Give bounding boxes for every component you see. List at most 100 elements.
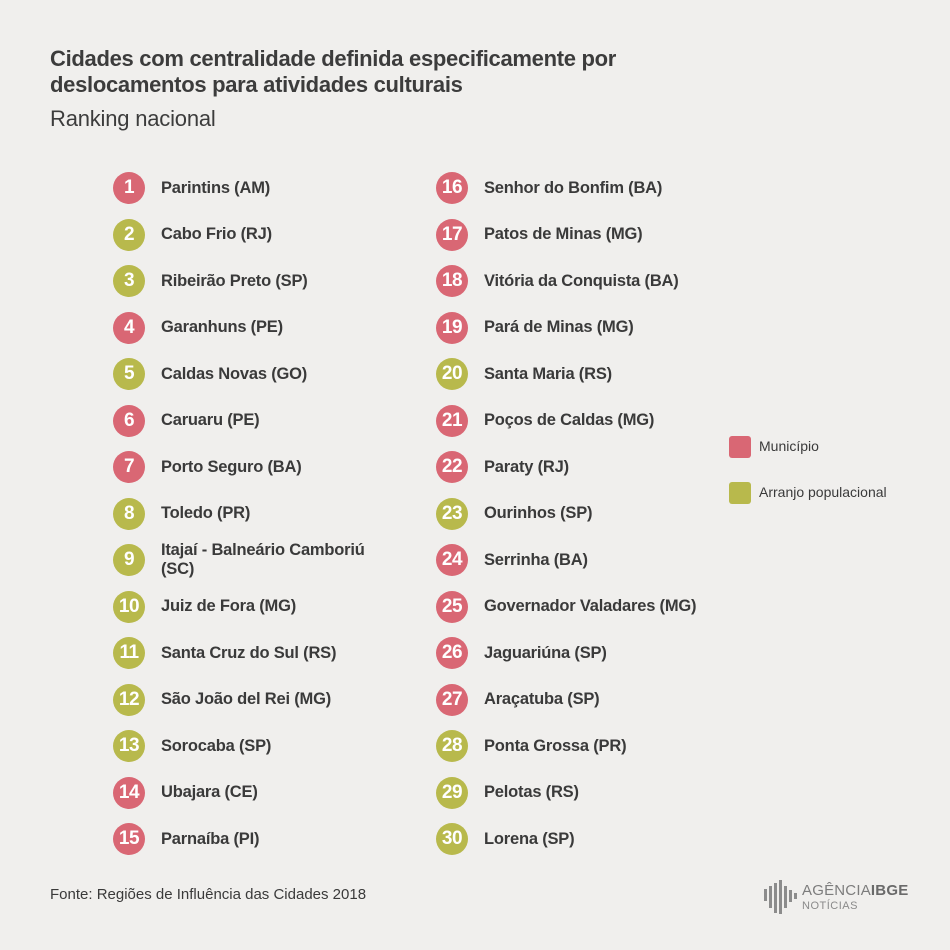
ranking-row: 29 Pelotas (RS)	[436, 776, 736, 824]
chart-subtitle: Ranking nacional	[50, 106, 216, 131]
rank-badge: 4	[113, 311, 145, 344]
rank-badge: 15	[113, 823, 145, 855]
city-label: Senhor do Bonfim (BA)	[484, 178, 663, 197]
rank-badge: 5	[113, 358, 145, 390]
ranking-row: 3 Ribeirão Preto (SP)	[113, 265, 413, 312]
rank-badge: 19	[436, 311, 468, 344]
legend-swatch-municipio	[729, 436, 751, 458]
city-label: Juiz de Fora (MG)	[161, 597, 297, 615]
city-label: Sorocaba (SP)	[161, 736, 272, 755]
ranking-row: 28 Ponta Grossa (PR)	[436, 730, 736, 777]
city-label: Parnaíba (PI)	[161, 829, 260, 848]
rank-badge: 9	[113, 544, 145, 576]
city-label: São João del Rei (MG)	[161, 690, 331, 708]
ranking-row: 26 Jaguariúna (SP)	[436, 637, 736, 684]
city-label: Governador Valadares (MG)	[484, 597, 697, 615]
ranking-column-right: 16 Senhor do Bonfim (BA) 17 Patos de Minas …	[436, 172, 736, 870]
rank-badge: 21	[436, 404, 468, 437]
legend-label-municipio: Município	[759, 438, 819, 454]
city-label: Parintins (AM)	[161, 178, 271, 197]
city-label: Paraty (RJ)	[484, 457, 569, 476]
legend-swatch-arranjo	[729, 482, 751, 504]
agencia-ibge-logo: AGÊNCIAIBGE NOTÍCIAS	[764, 880, 908, 916]
ranking-row: 20 Santa Maria (RS)	[436, 358, 736, 405]
ranking-row: 12 São João del Rei (MG)	[113, 683, 413, 731]
ranking-row: 17 Patos de Minas (MG)	[436, 218, 736, 266]
city-label: Pará de Minas (MG)	[484, 318, 634, 336]
legend-item-municipio: Município	[729, 436, 929, 482]
ranking-row: 15 Parnaíba (PI)	[113, 823, 413, 870]
rank-badge: 1	[113, 172, 145, 204]
logo-subtitle: NOTÍCIAS	[802, 900, 858, 912]
city-label: Cabo Frio (RJ)	[161, 225, 272, 243]
legend-label-arranjo: Arranjo populacional	[759, 484, 887, 500]
city-label: Ponta Grossa (PR)	[484, 736, 627, 755]
city-label: Caldas Novas (GO)	[161, 364, 308, 383]
ranking-row: 24 Serrinha (BA)	[436, 544, 736, 591]
ranking-column-left: 1 Parintins (AM) 2 Cabo Frio (RJ) 3 Ribeirão …	[113, 172, 413, 870]
rank-badge: 14	[113, 776, 145, 809]
rank-badge: 22	[436, 451, 468, 483]
rank-badge: 18	[436, 265, 468, 297]
rank-badge: 20	[436, 358, 468, 390]
ranking-row: 7 Porto Seguro (BA)	[113, 451, 413, 498]
city-label: Poços de Caldas (MG)	[484, 411, 655, 429]
rank-badge: 25	[436, 590, 468, 623]
city-label: Ribeirão Preto (SP)	[161, 271, 308, 290]
ranking-row: 13 Sorocaba (SP)	[113, 730, 413, 777]
legend-item-arranjo: Arranjo populacional	[729, 482, 929, 528]
ranking-row: 6 Caruaru (PE)	[113, 404, 413, 452]
source-note: Fonte: Regiões de Influência das Cidades…	[50, 886, 367, 903]
rank-badge: 26	[436, 637, 468, 669]
rank-badge: 7	[113, 451, 145, 483]
ranking-row: 27 Araçatuba (SP)	[436, 683, 736, 731]
city-label: Ubajara (CE)	[161, 783, 258, 801]
rank-badge: 8	[113, 497, 145, 530]
ranking-row: 30 Lorena (SP)	[436, 823, 736, 870]
rank-badge: 6	[113, 404, 145, 437]
rank-badge: 27	[436, 683, 468, 716]
ranking-row: 22 Paraty (RJ)	[436, 451, 736, 498]
city-label: Serrinha (BA)	[484, 550, 588, 569]
city-label: Santa Cruz do Sul (RS)	[161, 643, 337, 662]
city-label: Lorena (SP)	[484, 829, 575, 848]
ibge-bars-icon	[764, 880, 797, 914]
rank-badge: 28	[436, 730, 468, 762]
city-label: Caruaru (PE)	[161, 411, 260, 429]
rank-badge: 11	[113, 637, 145, 669]
city-label: Itajaí - Balneário Camboriú (SC)	[161, 541, 365, 578]
rank-badge: 16	[436, 172, 468, 204]
ranking-row: 5 Caldas Novas (GO)	[113, 358, 413, 405]
ranking-row: 9 Itajaí - Balneário Camboriú (SC)	[113, 541, 413, 591]
city-label: Patos de Minas (MG)	[484, 225, 643, 243]
ranking-row: 1 Parintins (AM)	[113, 172, 413, 219]
rank-badge: 2	[113, 218, 145, 251]
rank-badge: 30	[436, 823, 468, 855]
ranking-row: 18 Vitória da Conquista (BA)	[436, 265, 736, 312]
city-label: Vitória da Conquista (BA)	[484, 271, 679, 290]
ranking-row: 2 Cabo Frio (RJ)	[113, 218, 413, 266]
rank-badge: 29	[436, 776, 468, 809]
rank-badge: 10	[113, 590, 145, 623]
city-label: Ourinhos (SP)	[484, 504, 593, 522]
ranking-row: 8 Toledo (PR)	[113, 497, 413, 545]
city-label: Jaguariúna (SP)	[484, 643, 607, 662]
rank-badge: 23	[436, 497, 468, 530]
city-label: Araçatuba (SP)	[484, 690, 600, 708]
city-label: Porto Seguro (BA)	[161, 457, 302, 476]
city-label: Santa Maria (RS)	[484, 364, 612, 383]
ranking-row: 11 Santa Cruz do Sul (RS)	[113, 637, 413, 684]
legend: Município Arranjo populacional	[729, 436, 929, 528]
city-label: Garanhuns (PE)	[161, 318, 283, 336]
rank-badge: 3	[113, 265, 145, 297]
ranking-row: 16 Senhor do Bonfim (BA)	[436, 172, 736, 219]
ranking-row: 14 Ubajara (CE)	[113, 776, 413, 824]
rank-badge: 13	[113, 730, 145, 762]
city-label: Pelotas (RS)	[484, 783, 579, 801]
chart-title: Cidades com centralidade definida especi…	[50, 46, 617, 97]
ranking-row: 25 Governador Valadares (MG)	[436, 590, 736, 638]
rank-badge: 17	[436, 218, 468, 251]
ranking-row: 10 Juiz de Fora (MG)	[113, 590, 413, 638]
ranking-row: 21 Poços de Caldas (MG)	[436, 404, 736, 452]
logo-wordmark: AGÊNCIAIBGE	[802, 882, 909, 899]
